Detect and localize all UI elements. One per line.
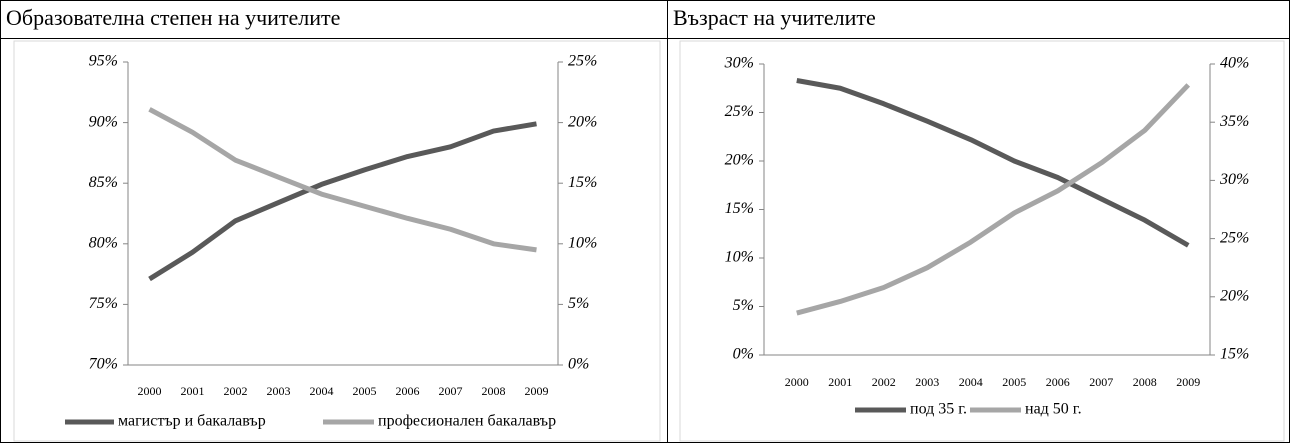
x-tick-label: 2009 — [525, 384, 549, 398]
chart-frame — [13, 40, 661, 442]
y-tick-label: 75% — [89, 295, 118, 312]
x-tick-label: 2001 — [181, 384, 205, 398]
y-tick-label: 85% — [89, 174, 118, 191]
x-tick-label: 2007 — [439, 384, 463, 398]
y2-tick-label: 10% — [568, 234, 597, 251]
y-tick-label: 20% — [725, 152, 754, 169]
x-tick-label: 2008 — [1133, 375, 1157, 389]
x-tick-label: 2006 — [396, 384, 420, 398]
y2-tick-label: 25% — [1220, 229, 1249, 246]
y2-tick-label: 20% — [1220, 287, 1249, 304]
x-tick-label: 2008 — [482, 384, 506, 398]
y2-tick-label: 15% — [1220, 346, 1249, 363]
series-line — [796, 83, 1191, 316]
x-tick-label: 2005 — [1002, 375, 1026, 389]
legend-label: под 35 г. — [910, 401, 967, 418]
y-tick-label: 10% — [725, 249, 754, 266]
y-tick-label: 70% — [89, 356, 118, 373]
x-tick-label: 2002 — [872, 375, 896, 389]
legend-label: над 50 г. — [1025, 401, 1082, 418]
chart-title: Образователна степен на учителите — [6, 5, 340, 30]
x-tick-label: 2005 — [353, 384, 377, 398]
x-tick-label: 2000 — [138, 384, 162, 398]
y-tick-label: 90% — [89, 113, 118, 130]
legend-label: професионален бакалавър — [378, 413, 556, 430]
y2-tick-label: 35% — [1219, 113, 1249, 130]
y2-tick-label: 5% — [568, 295, 589, 312]
x-tick-label: 2003 — [267, 384, 291, 398]
y2-tick-label: 20% — [568, 113, 597, 130]
x-tick-label: 2003 — [915, 375, 939, 389]
legend-label: магистър и бакалавър — [118, 413, 266, 430]
series-line — [148, 121, 537, 282]
y2-tick-label: 40% — [1220, 55, 1249, 72]
x-tick-label: 2006 — [1046, 375, 1070, 389]
y2-tick-label: 0% — [568, 356, 589, 373]
x-tick-label: 2000 — [785, 375, 809, 389]
y-tick-label: 5% — [733, 297, 754, 314]
x-tick-label: 2004 — [310, 384, 334, 398]
chart-frame — [679, 40, 1285, 442]
chart-title: Възраст на учителите — [673, 5, 876, 30]
y2-tick-label: 25% — [568, 53, 597, 70]
series-line — [796, 78, 1190, 248]
y-tick-label: 0% — [733, 346, 754, 363]
x-tick-label: 2001 — [828, 375, 852, 389]
y-tick-label: 25% — [725, 103, 754, 120]
y-tick-label: 80% — [89, 234, 118, 251]
x-tick-label: 2009 — [1176, 375, 1200, 389]
y-tick-label: 95% — [89, 53, 118, 70]
y2-tick-label: 15% — [568, 174, 597, 191]
x-tick-label: 2004 — [959, 375, 983, 389]
y-tick-label: 15% — [725, 200, 754, 217]
x-tick-label: 2007 — [1089, 375, 1113, 389]
y2-tick-label: 30% — [1219, 171, 1249, 188]
y-tick-label: 30% — [724, 55, 754, 72]
series-line — [148, 107, 537, 253]
x-tick-label: 2002 — [224, 384, 248, 398]
